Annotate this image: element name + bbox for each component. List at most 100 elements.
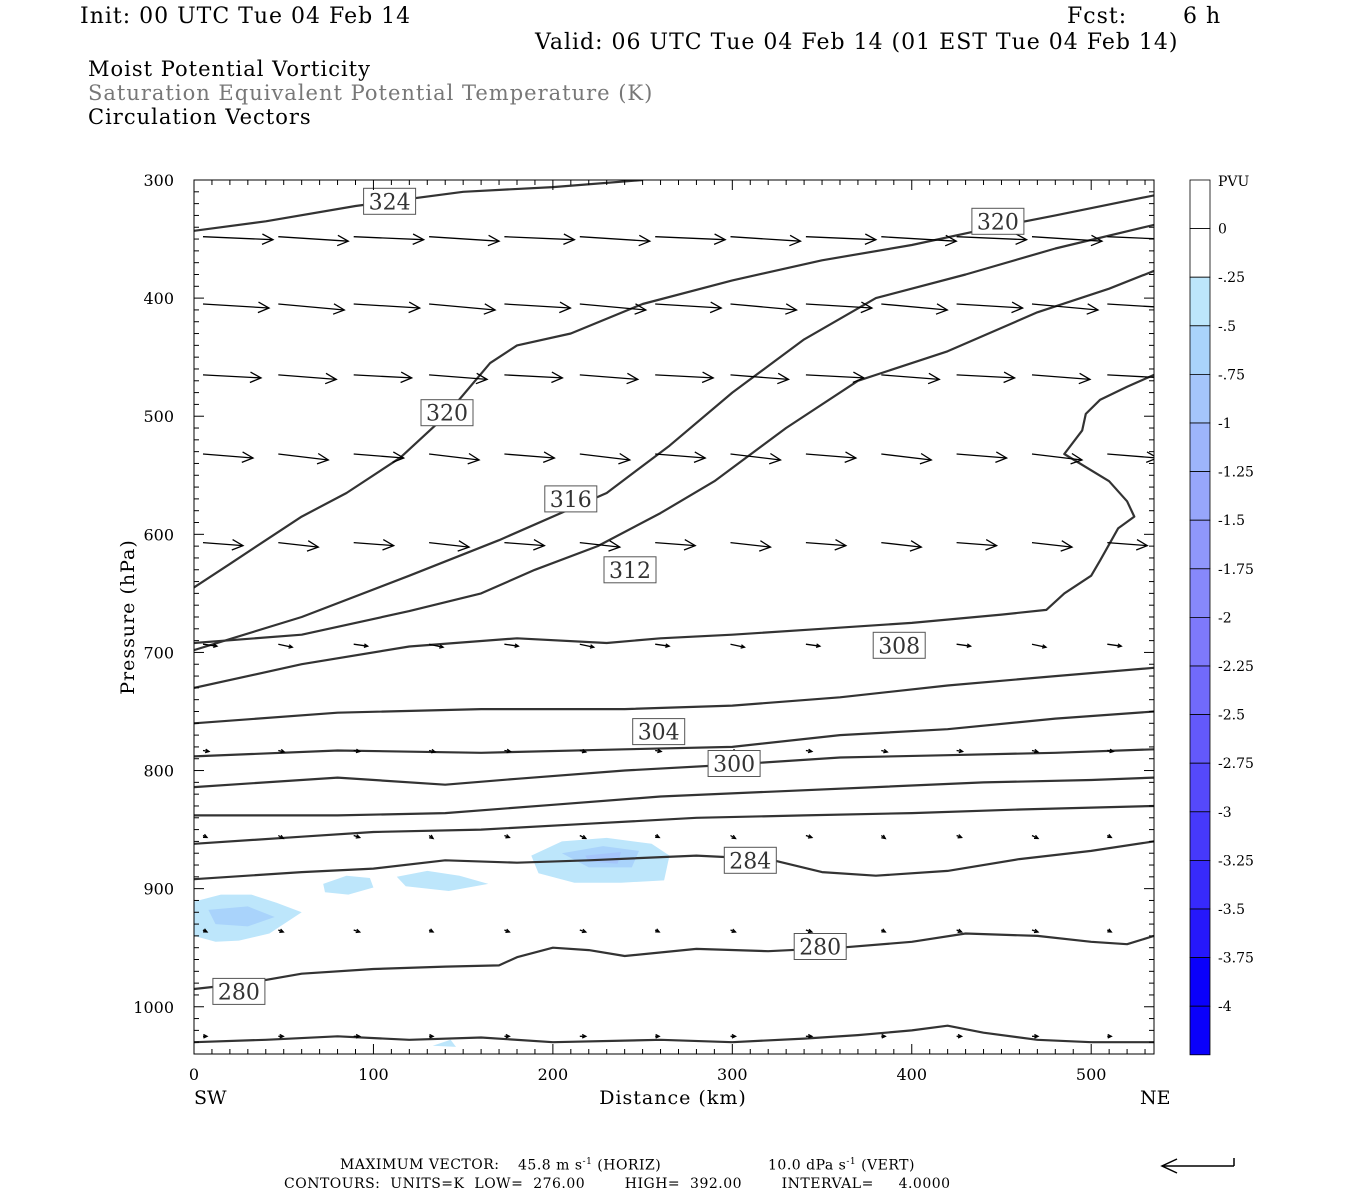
circulation-vector xyxy=(881,372,941,385)
circulation-vector xyxy=(1107,643,1123,649)
circulation-vector xyxy=(881,540,923,552)
x-axis-title: Distance (km) xyxy=(599,1087,747,1109)
colorbar-level-label: -.75 xyxy=(1218,367,1245,383)
svg-text:304: 304 xyxy=(638,721,680,746)
theta-e-contour-284 xyxy=(194,840,1154,881)
colorbar-unit: PVU xyxy=(1218,174,1250,190)
valid-time: Valid: 06 UTC Tue 04 Feb 14 (01 EST Tue … xyxy=(535,30,1179,55)
circulation-vector xyxy=(655,371,715,384)
colorbar-level-label: -.25 xyxy=(1218,270,1245,286)
circulation-vector xyxy=(1107,451,1154,464)
reference-vector-head xyxy=(1160,1158,1178,1174)
y-tick-label: 300 xyxy=(143,171,174,190)
circulation-vector xyxy=(504,371,564,384)
circulation-vector xyxy=(730,452,782,465)
circulation-vector xyxy=(278,452,330,465)
circulation-vector xyxy=(429,1033,435,1039)
colorbar-level-label: -3.5 xyxy=(1218,902,1245,918)
circulation-vector xyxy=(429,452,481,465)
colorbar-swatch xyxy=(1189,811,1211,861)
theta-e-contour-296 xyxy=(194,748,1154,789)
circulation-vector xyxy=(880,834,887,840)
theta-e-contour-300 xyxy=(194,710,1154,758)
circulation-vector xyxy=(353,301,422,314)
svg-text:280: 280 xyxy=(799,936,841,961)
circulation-vector xyxy=(278,372,338,385)
colorbar-level-label: -.5 xyxy=(1218,319,1236,335)
circulation-vector xyxy=(730,1033,737,1039)
colorbar-swatch xyxy=(1189,276,1211,327)
circulation-vector xyxy=(881,928,887,933)
circulation-vector xyxy=(654,833,661,839)
circulation-vector xyxy=(202,928,209,933)
circulation-vector xyxy=(579,452,632,465)
circulation-vector xyxy=(655,1033,661,1039)
svg-text:312: 312 xyxy=(609,559,651,584)
circulation-vector xyxy=(278,928,285,933)
circulation-vector xyxy=(428,834,435,840)
circulation-vector xyxy=(429,234,501,247)
circulation-vector xyxy=(278,540,320,552)
max-vector-label: MAXIMUM VECTOR: xyxy=(340,1157,500,1173)
circulation-vector xyxy=(278,748,286,754)
theta-e-contour-304 xyxy=(194,666,1154,725)
circulation-vector xyxy=(881,452,933,465)
circulation-vector xyxy=(579,1033,588,1039)
circulation-vector xyxy=(429,303,497,315)
circulation-vector xyxy=(1031,303,1100,315)
circulation-vector xyxy=(1107,1033,1113,1039)
circulation-vector xyxy=(805,1033,814,1039)
colorbar-swatch xyxy=(1189,617,1211,667)
svg-text:324: 324 xyxy=(369,190,411,215)
colorbar-level-label: -2.25 xyxy=(1218,659,1254,675)
circulation-vector xyxy=(1107,303,1154,308)
colorbar-level-label: -2.5 xyxy=(1218,708,1245,724)
colorbar-level-label: -1.5 xyxy=(1218,513,1245,529)
circulation-vector xyxy=(1031,540,1074,552)
circulation-vector xyxy=(353,539,396,551)
circulation-vector xyxy=(956,748,965,754)
colorbar-level-label: -1 xyxy=(1218,416,1232,432)
circulation-vector xyxy=(202,451,255,464)
colorbar-level-label: -4 xyxy=(1218,999,1232,1015)
circulation-vector xyxy=(805,451,858,464)
circulation-vector xyxy=(1107,374,1154,378)
field-title-mpv: Moist Potential Vorticity xyxy=(88,57,371,81)
circulation-vector xyxy=(579,928,588,934)
contour-label: 312 xyxy=(603,556,657,584)
colorbar-swatch xyxy=(1189,228,1211,278)
y-tick-label: 600 xyxy=(143,525,174,544)
circulation-vector xyxy=(579,643,596,649)
colorbar-level-label: -2 xyxy=(1218,610,1232,626)
colorbar-swatch xyxy=(1189,1005,1211,1056)
circulation-vector xyxy=(504,233,576,245)
y-tick-label: 900 xyxy=(143,880,174,899)
circulation-vector xyxy=(730,540,772,552)
circulation-vector xyxy=(1107,748,1115,754)
circulation-vector xyxy=(1031,234,1104,247)
circulation-vector xyxy=(1031,372,1092,385)
circulation-vector xyxy=(956,643,973,649)
contour-label: 320 xyxy=(971,207,1025,235)
circulation-vector xyxy=(805,748,814,754)
circulation-vector xyxy=(805,539,848,551)
x-tick-label: 200 xyxy=(538,1065,569,1084)
theta-e-contour-308 xyxy=(194,373,1154,689)
colorbar-level-label: -1.25 xyxy=(1218,465,1254,481)
mpv-shaded-region xyxy=(323,875,374,895)
circulation-vector xyxy=(429,540,471,552)
svg-text:320: 320 xyxy=(977,210,1019,235)
circulation-vector xyxy=(277,834,285,840)
colorbar-level-label: -3.75 xyxy=(1218,951,1254,967)
plot-frame xyxy=(193,179,1155,1055)
x-tick-label: 0 xyxy=(189,1065,199,1084)
circulation-vector xyxy=(278,303,346,315)
colorbar-swatch xyxy=(1189,519,1211,570)
y-tick-label: 400 xyxy=(143,289,174,308)
forecast-hour: 6 h xyxy=(1183,4,1222,29)
theta-e-contour-292 xyxy=(194,776,1154,817)
contour-info: CONTOURS: UNITS=K LOW= 276.00 HIGH= 392.… xyxy=(284,1176,951,1192)
y-tick-label: 700 xyxy=(143,643,174,662)
theta-e-contour-280 xyxy=(194,932,1154,991)
svg-text:320: 320 xyxy=(426,402,468,427)
